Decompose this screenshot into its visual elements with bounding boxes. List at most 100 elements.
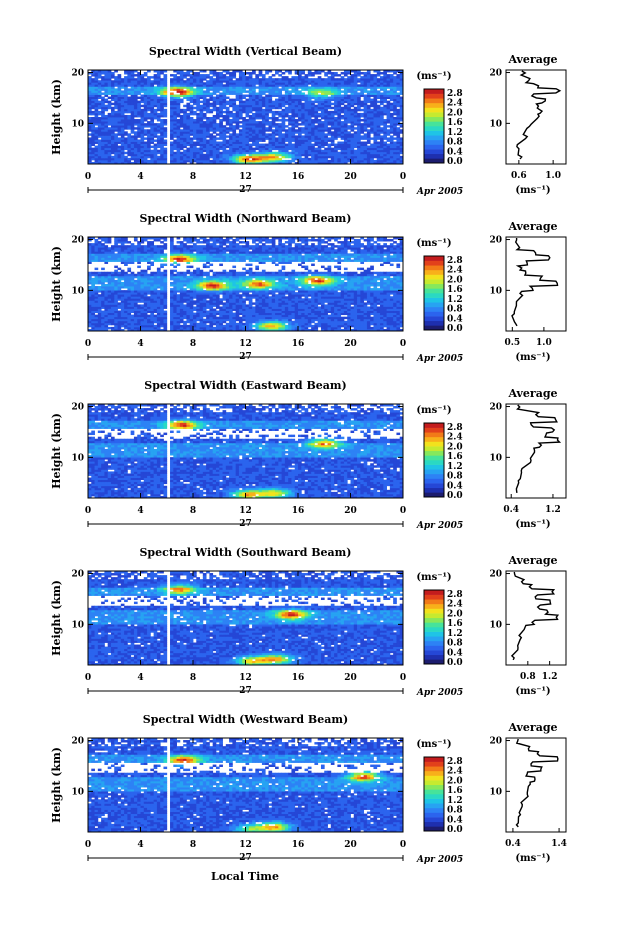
heatmap-cell	[156, 131, 161, 134]
heatmap-cell	[212, 318, 217, 322]
heatmap-cell	[91, 70, 95, 73]
heatmap-cell	[104, 131, 109, 134]
heatmap-cell	[101, 70, 105, 73]
heatmap-cell	[307, 324, 312, 328]
heatmap-cell	[186, 328, 191, 332]
heatmap-cell	[186, 320, 191, 324]
heatmap-cell	[107, 96, 112, 100]
heatmap-cell	[120, 314, 125, 318]
heatmap-cell	[301, 320, 305, 324]
heatmap-cell	[173, 86, 177, 89]
heatmap-cell	[117, 117, 122, 120]
heatmap-cell	[160, 108, 164, 112]
heatmap-cell	[298, 312, 302, 316]
heatmap-cell	[294, 84, 299, 87]
heatmap-cell	[271, 80, 276, 83]
heatmap-cell	[114, 141, 118, 144]
heatmap-cell	[160, 88, 164, 91]
heatmap-cell	[133, 127, 138, 130]
heatmap-cell	[380, 316, 384, 320]
heatmap-cell	[202, 135, 207, 138]
heatmap-cell	[127, 123, 132, 126]
heatmap-cell	[314, 119, 319, 122]
heatmap-cell	[206, 147, 210, 151]
heatmap-cell	[311, 129, 315, 132]
heatmap-cell	[206, 145, 210, 149]
heatmap-cell	[107, 139, 112, 142]
heatmap-cell	[357, 147, 361, 151]
heatmap-cell	[124, 320, 128, 324]
heatmap-cell	[222, 127, 227, 130]
heatmap-cell	[193, 320, 197, 324]
heatmap-cell	[337, 127, 342, 130]
heatmap-cell	[380, 78, 384, 81]
heatmap-cell	[314, 326, 319, 330]
heatmap-cell	[337, 153, 342, 157]
heatmap-cell	[193, 312, 197, 316]
heatmap-cell	[110, 90, 115, 93]
heatmap-cell	[271, 82, 276, 85]
heatmap-cell	[189, 324, 194, 328]
heatmap-cell	[337, 133, 342, 136]
heatmap-cell	[104, 119, 109, 122]
heatmap-cell	[94, 328, 99, 332]
heatmap-cell	[324, 153, 328, 157]
heatmap-cell	[183, 112, 187, 116]
heatmap-cell	[193, 133, 197, 136]
heatmap-cell	[311, 112, 315, 116]
heatmap-cell	[88, 76, 92, 79]
heatmap-cell	[127, 121, 132, 124]
heatmap-cell	[380, 102, 384, 106]
heatmap-cell	[110, 310, 115, 314]
heatmap-cell	[101, 139, 105, 142]
heatmap-cell	[383, 324, 387, 328]
heatmap-cell	[327, 326, 332, 330]
heatmap-cell	[117, 310, 122, 314]
heatmap-cell	[340, 78, 345, 81]
heatmap-cell	[314, 151, 319, 155]
heatmap-cell	[189, 328, 194, 332]
heatmap-cell	[140, 80, 145, 83]
heatmap-cell	[317, 314, 322, 318]
heatmap-cell	[288, 161, 292, 165]
heatmap-cell	[320, 121, 325, 124]
heatmap-cell	[363, 147, 368, 151]
heatmap-cell	[245, 318, 250, 322]
heatmap-cell	[110, 86, 115, 89]
heatmap-cell	[222, 306, 227, 309]
heatmap-cell	[245, 90, 250, 93]
heatmap-cell	[245, 328, 250, 332]
heatmap-cell	[127, 151, 132, 155]
heatmap-cell	[160, 324, 164, 328]
heatmap-cell	[156, 137, 161, 140]
heatmap-cell	[160, 328, 164, 332]
heatmap-cell	[137, 110, 141, 114]
heatmap-cell	[376, 112, 381, 116]
heatmap-cell	[176, 129, 181, 132]
heatmap-cell	[317, 94, 322, 97]
heatmap-cell	[376, 151, 381, 155]
heatmap-cell	[120, 84, 125, 87]
heatmap-cell	[127, 308, 132, 311]
heatmap-cell	[281, 94, 286, 97]
heatmap-cell	[353, 159, 358, 163]
heatmap-cell	[209, 320, 214, 324]
heatmap-cell	[334, 324, 338, 328]
heatmap-cell	[380, 159, 384, 163]
heatmap-cell	[317, 131, 322, 134]
heatmap-cell	[127, 133, 132, 136]
heatmap-cell	[133, 320, 138, 324]
heatmap-cell	[380, 151, 384, 155]
heatmap-cell	[393, 127, 397, 130]
heatmap-cell	[212, 106, 217, 110]
heatmap-cell	[307, 328, 312, 332]
heatmap-cell	[173, 131, 177, 134]
heatmap-cell	[284, 153, 289, 157]
heatmap-cell	[265, 320, 269, 324]
heatmap-cell	[219, 108, 223, 112]
heatmap-cell	[101, 121, 105, 124]
heatmap-cell	[209, 92, 214, 95]
heatmap-cell	[173, 161, 177, 165]
heatmap-cell	[140, 84, 145, 87]
heatmap-cell	[304, 314, 309, 318]
